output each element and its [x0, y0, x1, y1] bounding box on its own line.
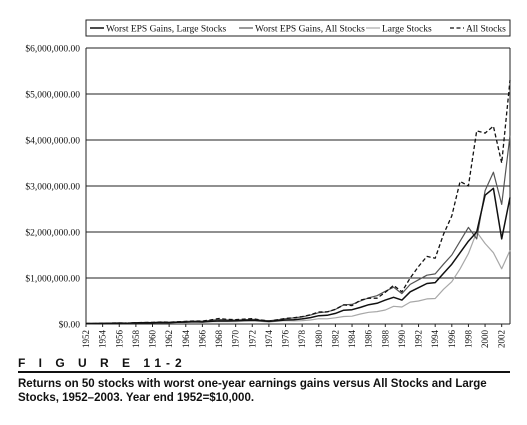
x-axis-ticks: 1952 1954 1956 1958 1960 1962 1964 1966 1968 1970… — [81, 324, 507, 348]
x-tick-label: 1982 — [330, 330, 340, 348]
figure-divider — [18, 371, 510, 373]
x-tick-label: 1974 — [264, 330, 274, 349]
series-lines — [86, 80, 511, 325]
x-tick-label: 1994 — [430, 330, 440, 349]
x-tick-label: 1962 — [164, 330, 174, 348]
x-tick-label: 1970 — [231, 330, 241, 349]
x-tick-label: 1984 — [347, 330, 357, 349]
series-line-3 — [86, 80, 511, 325]
y-tick-label: $6,000,000.00 — [25, 44, 80, 55]
y-tick-label: $4,000,000.00 — [25, 136, 80, 147]
x-tick-label: 1968 — [214, 330, 224, 349]
y-tick-label: $3,000,000.00 — [25, 182, 80, 193]
x-tick-label: 1954 — [98, 330, 108, 349]
chart-legend: Worst EPS Gains, Large Stocks Worst EPS G… — [85, 19, 511, 37]
x-tick-label: 1992 — [414, 330, 424, 348]
figure-label: F I G U R E 11-2 — [18, 356, 187, 370]
y-axis-ticks: $0.00 $1,000,000.00 $2,000,000.00 $3,000,00… — [25, 44, 80, 331]
x-tick-label: 1986 — [364, 330, 374, 349]
x-tick-label: 1958 — [131, 330, 141, 349]
x-tick-label: 1980 — [314, 330, 324, 349]
x-tick-label: 1956 — [114, 330, 124, 349]
x-tick-label: 1988 — [380, 330, 390, 349]
x-tick-label: 1990 — [397, 330, 407, 349]
legend-label: Worst EPS Gains, All Stocks — [255, 25, 365, 35]
x-tick-label: 1978 — [297, 330, 307, 349]
legend-label: Large Stocks — [382, 25, 432, 35]
x-tick-label: 2002 — [497, 330, 507, 348]
y-tick-label: $5,000,000.00 — [25, 90, 80, 101]
legend-label: All Stocks — [466, 25, 506, 35]
x-tick-label: 1996 — [447, 330, 457, 349]
x-tick-label: 1966 — [197, 330, 207, 349]
x-tick-label: 1972 — [247, 330, 257, 348]
x-tick-label: 1976 — [281, 330, 291, 349]
x-tick-label: 1952 — [81, 330, 91, 348]
x-tick-label: 1964 — [181, 330, 191, 349]
legend-label: Worst EPS Gains, Large Stocks — [106, 25, 226, 35]
series-line-0 — [86, 187, 511, 325]
x-tick-label: 1998 — [463, 330, 473, 349]
x-tick-label: 1960 — [148, 330, 158, 349]
figure-caption: Returns on 50 stocks with worst one-year… — [18, 378, 487, 404]
line-chart: $0.00 $1,000,000.00 $2,000,000.00 $3,000,00… — [25, 19, 511, 348]
y-tick-label: $2,000,000.00 — [25, 228, 80, 239]
legend-box — [85, 19, 511, 37]
y-tick-label: $0.00 — [59, 320, 81, 331]
y-tick-label: $1,000,000.00 — [25, 274, 80, 285]
x-tick-label: 2000 — [480, 330, 490, 349]
gridlines — [85, 47, 511, 325]
